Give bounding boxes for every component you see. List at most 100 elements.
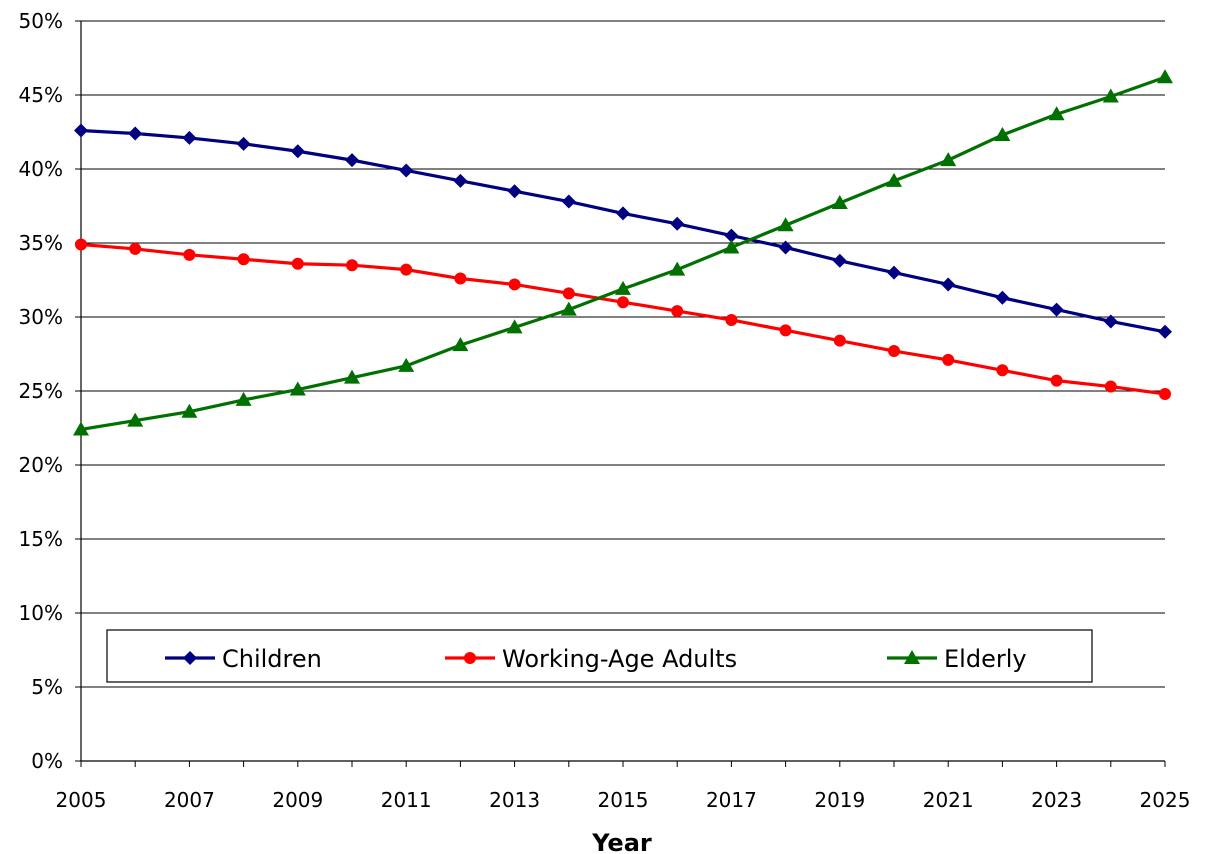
- data-point: [616, 206, 630, 221]
- x-tick-label: 2023: [1031, 788, 1082, 812]
- data-point: [561, 194, 576, 209]
- x-tick-label: 2019: [814, 788, 865, 812]
- y-tick-labels: 0% 5% 10% 15% 20% 25% 30% 35% 40% 45% 50%: [19, 9, 63, 773]
- data-point: [399, 163, 414, 178]
- data-point: [995, 290, 1010, 305]
- data-point: [398, 357, 415, 372]
- data-point: [670, 216, 685, 231]
- x-tick-label: 2013: [489, 788, 540, 812]
- data-point: [182, 130, 197, 145]
- legend-label: Working-Age Adults: [502, 645, 737, 673]
- data-point: [725, 313, 738, 326]
- x-tick-label: 2007: [164, 788, 215, 812]
- y-tick-label: 35%: [19, 231, 63, 255]
- data-point: [887, 265, 901, 280]
- legend-box: [106, 629, 1093, 683]
- axes: [75, 20, 1166, 767]
- data-point: [888, 345, 900, 358]
- x-tick-label: 2005: [56, 788, 107, 812]
- data-point: [289, 381, 306, 396]
- data-point: [183, 248, 196, 261]
- series-0: [74, 123, 1172, 339]
- x-tick-label: 2011: [381, 788, 432, 812]
- data-point: [235, 391, 252, 406]
- data-point: [128, 126, 143, 141]
- x-tick-label: 2017: [706, 788, 757, 812]
- data-point: [778, 240, 793, 255]
- data-point: [562, 287, 575, 300]
- data-point: [1157, 69, 1173, 84]
- data-point: [832, 253, 847, 268]
- data-point: [779, 324, 792, 337]
- x-tick-label: 2015: [598, 788, 649, 812]
- data-point: [236, 136, 251, 151]
- x-tick-labels: 2005 2007 2009 2011 2013 2015 2017 2019 2021 2023…: [56, 788, 1191, 812]
- legend-label: Children: [222, 645, 322, 673]
- legend-marker: [183, 651, 197, 665]
- x-tick-label: 2021: [923, 788, 974, 812]
- data-point: [74, 123, 88, 138]
- data-point: [181, 403, 198, 418]
- y-tick-label: 10%: [19, 601, 63, 625]
- y-tick-label: 15%: [19, 527, 63, 551]
- data-point: [346, 259, 358, 272]
- data-point: [507, 184, 522, 199]
- data-point: [942, 353, 955, 366]
- data-point: [1050, 374, 1063, 387]
- x-tick-label: 2009: [272, 788, 323, 812]
- data-point: [940, 152, 957, 167]
- data-point: [831, 195, 848, 210]
- legend-item: Elderly: [887, 645, 1027, 673]
- data-point: [453, 173, 468, 188]
- data-point: [1102, 88, 1119, 103]
- x-tick-label: 2025: [1140, 788, 1191, 812]
- y-tick-label: 20%: [19, 453, 63, 477]
- data-point: [129, 242, 142, 255]
- gridlines: [81, 20, 1165, 688]
- data-point: [344, 369, 360, 384]
- data-point: [724, 228, 739, 243]
- legend-marker: [904, 650, 920, 664]
- data-point: [617, 296, 629, 309]
- data-point: [669, 261, 686, 276]
- data-point: [996, 364, 1009, 377]
- legend-item: Children: [165, 645, 322, 673]
- data-point: [290, 144, 305, 159]
- data-point: [506, 319, 523, 334]
- series-1: [75, 238, 1171, 400]
- y-tick-label: 50%: [19, 9, 63, 33]
- data-point: [1159, 387, 1171, 400]
- data-point: [508, 278, 521, 291]
- data-point: [886, 172, 902, 187]
- data-point: [75, 238, 87, 251]
- data-point: [237, 253, 250, 266]
- data-point: [777, 217, 794, 232]
- data-point: [400, 263, 413, 276]
- data-point: [560, 301, 577, 316]
- data-point: [291, 257, 304, 270]
- data-point: [1158, 324, 1172, 339]
- y-tick-label: 25%: [19, 379, 63, 403]
- y-tick-label: 30%: [19, 305, 63, 329]
- series-2: [73, 69, 1173, 436]
- data-point: [452, 337, 469, 352]
- data-point: [454, 272, 467, 285]
- data-point: [1048, 106, 1065, 121]
- y-tick-label: 45%: [19, 83, 63, 107]
- y-tick-label: 40%: [19, 157, 63, 181]
- data-point: [941, 277, 956, 292]
- data-point: [345, 153, 359, 168]
- data-point: [994, 126, 1011, 141]
- data-point: [723, 239, 740, 254]
- legend-items: Children Working-Age Adults Elderly: [165, 645, 1027, 673]
- legend-label: Elderly: [944, 645, 1027, 673]
- data-point: [833, 334, 846, 347]
- data-point: [73, 421, 89, 436]
- data-point: [615, 280, 631, 295]
- series: [73, 69, 1173, 436]
- y-tick-label: 0%: [31, 749, 63, 773]
- legend: Children Working-Age Adults Elderly: [106, 629, 1093, 683]
- legend-item: Working-Age Adults: [445, 645, 737, 673]
- y-tick-label: 5%: [31, 675, 63, 699]
